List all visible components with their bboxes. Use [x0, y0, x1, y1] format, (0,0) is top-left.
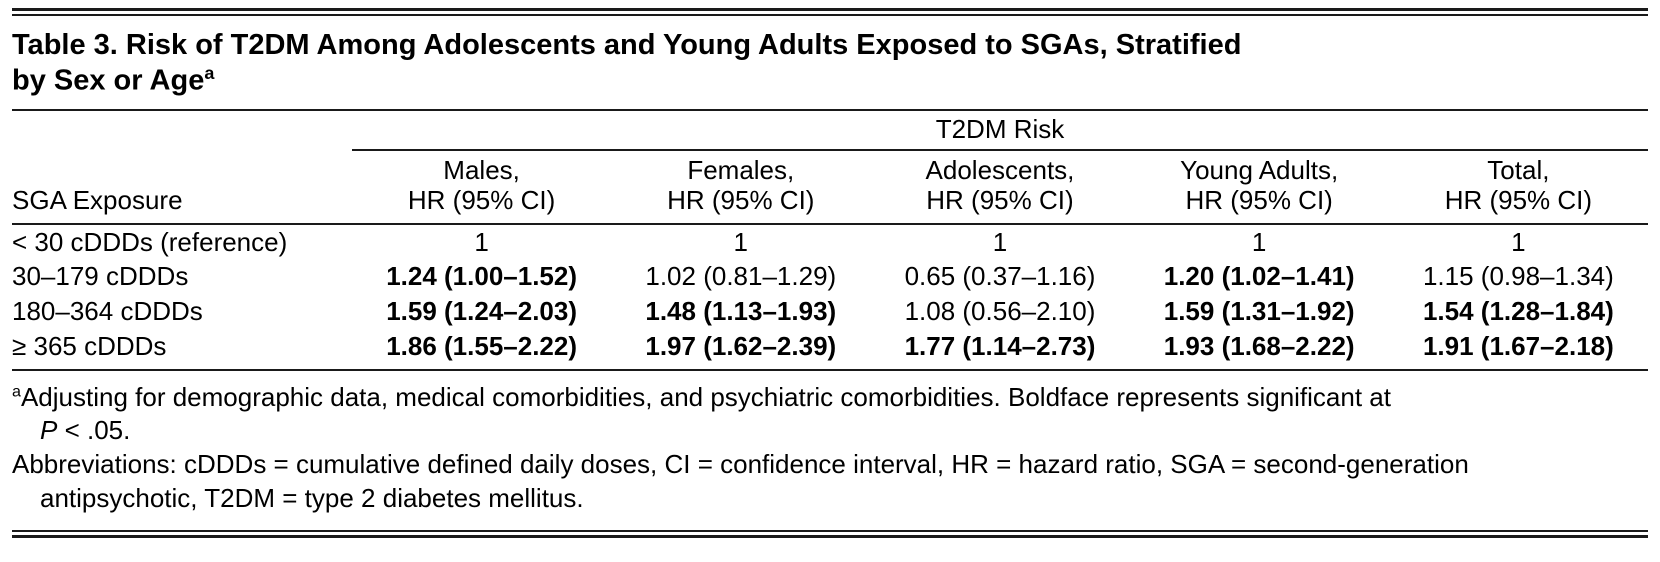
- title-line1: Table 3. Risk of T2DM Among Adolescents …: [12, 29, 1242, 61]
- hr-value-cell: 1.15 (0.98–1.34): [1422, 261, 1614, 292]
- column-header-line1: Females,: [687, 155, 795, 186]
- footnote-adjustment-line1: aAdjusting for demographic data, medical…: [12, 381, 1648, 415]
- risk-table: T2DM Risk SGA Exposure Males, HR (95% CI…: [12, 109, 1648, 371]
- hr-value-cell: 1: [1251, 226, 1267, 257]
- footnote-text: < .05.: [57, 415, 131, 446]
- row-label: < 30 cDDDs (reference): [12, 226, 288, 257]
- title-line2: by Sex or Age: [12, 65, 205, 98]
- column-header-total: Total, HR (95% CI): [1388, 150, 1648, 226]
- column-header-line1: Young Adults,: [1180, 155, 1339, 186]
- footnote-text: Adjusting for demographic data, medical …: [20, 381, 1391, 412]
- hr-value-cell: 1.48 (1.13–1.93): [645, 296, 837, 327]
- hr-value-cell: 1.86 (1.55–2.22): [352, 329, 612, 371]
- footnote-marker: a: [12, 381, 21, 400]
- column-header-line2: HR (95% CI): [1185, 185, 1333, 216]
- table-row: 180–364 cDDDs 1.59 (1.24–2.03) 1.48 (1.13–…: [12, 295, 1648, 330]
- column-header-line2: HR (95% CI): [407, 185, 556, 216]
- hr-value-cell: 1.59 (1.24–2.03): [386, 296, 577, 327]
- row-label: ≥ 365 cDDDs: [12, 329, 352, 371]
- row-label: 30–179 cDDDs: [12, 261, 189, 292]
- p-value-symbol: P: [40, 415, 58, 446]
- column-header-sga-exposure: SGA Exposure: [12, 150, 352, 226]
- footnote-abbreviations-line1: Abbreviations: cDDDs = cumulative define…: [12, 448, 1648, 482]
- title-footnote-marker: a: [204, 63, 215, 84]
- spanner-row: T2DM Risk: [12, 110, 1648, 152]
- column-header-line2: HR (95% CI): [926, 185, 1074, 216]
- footnotes: aAdjusting for demographic data, medical…: [12, 381, 1648, 516]
- column-header-line1: Males,: [443, 155, 520, 186]
- table-row: ≥ 365 cDDDs 1.86 (1.55–2.22) 1.97 (1.62–2.…: [12, 329, 1648, 371]
- table-title: Table 3. Risk of T2DM Among Adolescents …: [12, 28, 1648, 99]
- spanner-header-t2dm-risk: T2DM Risk: [352, 110, 1648, 152]
- hr-value-cell: 1.91 (1.67–2.18): [1388, 329, 1648, 371]
- top-rule: [12, 8, 1648, 16]
- hr-value-cell: 1.02 (0.81–1.29): [645, 261, 837, 292]
- hr-value-cell: 1.59 (1.31–1.92): [1163, 296, 1355, 327]
- hr-value-cell: 1.24 (1.00–1.52): [386, 261, 577, 292]
- column-header-line1: Adolescents,: [925, 155, 1075, 186]
- hr-value-cell: 1.77 (1.14–2.73): [870, 329, 1130, 371]
- column-header-row: SGA Exposure Males, HR (95% CI) Females,…: [12, 150, 1648, 226]
- spanner-empty-cell: [12, 110, 352, 150]
- footnote-abbreviations-line2: antipsychotic, T2DM = type 2 diabetes me…: [12, 482, 1648, 516]
- row-label: 180–364 cDDDs: [12, 296, 203, 327]
- footnote-adjustment-line2: P < .05.: [12, 414, 1648, 448]
- bottom-rule: [12, 529, 1648, 538]
- column-header-young-adults: Young Adults, HR (95% CI): [1129, 150, 1389, 226]
- hr-value-cell: 1.93 (1.68–2.22): [1129, 329, 1389, 371]
- footnote-adjustment: aAdjusting for demographic data, medical…: [12, 381, 1648, 449]
- column-header-males: Males, HR (95% CI): [352, 150, 612, 226]
- hr-value-cell: 1: [1511, 226, 1526, 257]
- column-header-females: Females, HR (95% CI): [611, 150, 871, 226]
- hr-value-cell: 0.65 (0.37–1.16): [904, 261, 1096, 292]
- hr-value-cell: 1: [733, 226, 749, 257]
- column-header-line2: HR (95% CI): [667, 185, 815, 216]
- hr-value-cell: 1: [992, 226, 1008, 257]
- footnote-text: antipsychotic, T2DM = type 2 diabetes me…: [40, 482, 584, 513]
- hr-value-cell: 1.08 (0.56–2.10): [904, 296, 1096, 327]
- table-row: 30–179 cDDDs 1.24 (1.00–1.52) 1.02 (0.81–1…: [12, 260, 1648, 295]
- hr-value-cell: 1.54 (1.28–1.84): [1422, 296, 1614, 327]
- table-figure: Table 3. Risk of T2DM Among Adolescents …: [12, 8, 1648, 538]
- column-header-line2: HR (95% CI): [1444, 185, 1593, 216]
- hr-value-cell: 1.97 (1.62–2.39): [611, 329, 871, 371]
- hr-value-cell: 1.20 (1.02–1.41): [1163, 261, 1355, 292]
- table-body: < 30 cDDDs (reference) 1 1 1 1 1 30–179 cDDDs 1…: [12, 224, 1648, 371]
- footnote-abbreviations: Abbreviations: cDDDs = cumulative define…: [12, 448, 1648, 516]
- table-row: < 30 cDDDs (reference) 1 1 1 1 1: [12, 224, 1648, 260]
- column-header-adolescents: Adolescents, HR (95% CI): [870, 150, 1130, 226]
- column-header-line1: Total,: [1487, 155, 1550, 186]
- footnote-text: Abbreviations: cDDDs = cumulative define…: [12, 449, 1469, 480]
- hr-value-cell: 1: [474, 226, 489, 257]
